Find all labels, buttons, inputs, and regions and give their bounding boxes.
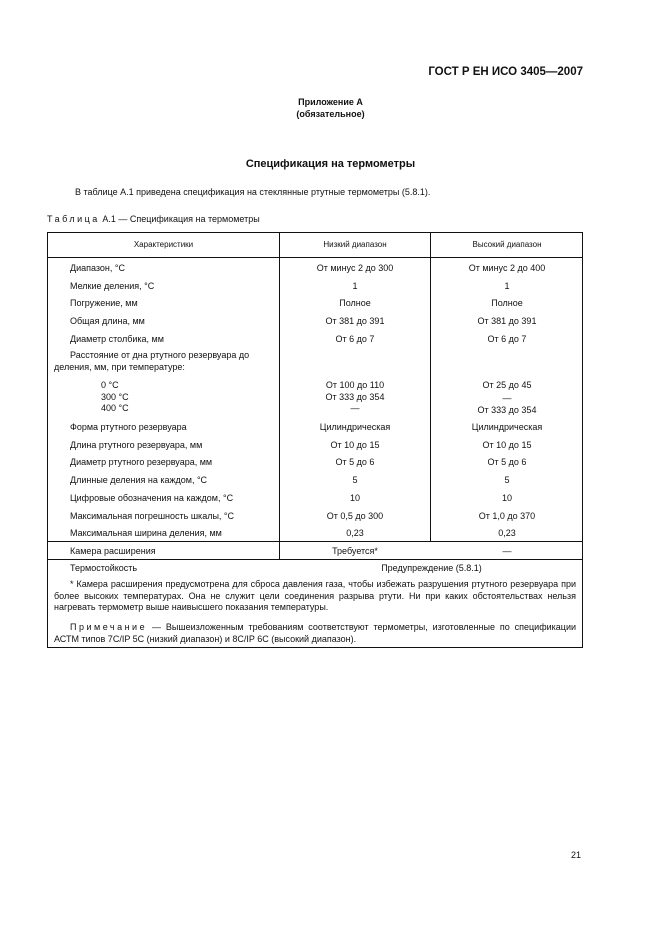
row-label: Погружение, мм	[70, 298, 138, 309]
cell-high: От 6 до 7	[487, 333, 527, 344]
cell-high: 0,23	[498, 528, 516, 539]
appendix-title: Приложение А	[298, 97, 363, 107]
cell-high: От 333 до 354	[477, 405, 537, 415]
cell-high: От 381 до 391	[477, 316, 537, 327]
row-label: Длина ртутного резервуара, мм	[70, 439, 203, 450]
note-prefix: Примечание	[70, 622, 148, 632]
caption-text: А.1 — Спецификация на термометры	[102, 214, 260, 224]
temperature-label: 400 °С	[101, 403, 129, 413]
cell-low: 5	[352, 475, 358, 486]
cell-low: —	[350, 403, 360, 413]
cell-high: 1	[504, 280, 510, 291]
appendix-heading: Приложение А (обязательное)	[0, 96, 661, 120]
column-header: Низкий диапазон	[323, 240, 387, 249]
caption-prefix: Таблица	[47, 214, 100, 224]
row-label: Расстояние от дна ртутного резервуара до	[70, 350, 250, 360]
cell-high: От 25 до 45	[482, 380, 532, 390]
row-label: Диапазон, °С	[70, 263, 126, 273]
cell-high: —	[502, 545, 512, 556]
footnote: * Камера расширения предусмотрена для сб…	[54, 579, 576, 612]
page-number: 21	[571, 850, 582, 860]
cell-low: 10	[349, 492, 360, 503]
col-divider	[279, 233, 280, 559]
row-label: Камера расширения	[70, 545, 156, 556]
temperature-label: 0 °С	[101, 380, 119, 390]
table-note: Примечание — Вышеизложенным требованиям …	[54, 622, 576, 645]
cell-low: От 333 до 354	[325, 391, 385, 402]
row-label: Максимальная погрешность шкалы, °С	[70, 510, 235, 521]
section-title: Спецификация на термометры	[245, 158, 416, 170]
spec-table: Характеристики Низкий диапазон Высокий д…	[47, 232, 583, 648]
cell-high: От 1,0 до 370	[478, 510, 536, 521]
col-divider	[430, 233, 431, 541]
row-label: Мелкие деления, °С	[70, 280, 155, 291]
row-label: Цифровые обозначения на каждом, °С	[70, 492, 234, 503]
intro-paragraph: В таблице А.1 приведена спецификация на …	[75, 187, 431, 197]
row-label: Форма ртутного резервуара	[70, 422, 187, 432]
note-text: — Вышеизложенным требованиям соответству…	[54, 622, 576, 644]
appendix-type: (обязательное)	[296, 109, 365, 119]
row-label: Максимальная ширина деления, мм	[70, 528, 222, 539]
row-label: Диаметр ртутного резервуара, мм	[70, 457, 213, 468]
row-divider	[48, 541, 582, 542]
cell-high: 5	[504, 475, 510, 486]
row-divider	[48, 559, 582, 560]
header-divider	[48, 257, 582, 258]
cell-low: От 381 до 391	[325, 316, 385, 327]
cell-low: От 6 до 7	[335, 333, 375, 344]
column-header: Характеристики	[133, 240, 194, 249]
cell-low: Требуется*	[332, 545, 378, 556]
row-label: Общая длина, мм	[70, 316, 145, 327]
standard-number: ГОСТ Р ЕН ИСО 3405—2007	[428, 66, 583, 78]
cell-low: От 100 до 110	[325, 380, 385, 390]
cell-low: Полное	[339, 298, 371, 309]
cell-low: От 0,5 до 300	[326, 510, 384, 521]
cell-low: От минус 2 до 300	[316, 263, 394, 273]
cell-low: Цилиндрическая	[319, 422, 391, 432]
column-header: Высокий диапазон	[472, 240, 542, 249]
cell-high: От 10 до 15	[482, 439, 532, 450]
row-label: Диаметр столбика, мм	[70, 333, 164, 344]
row-label: деления, мм, при температуре:	[54, 362, 185, 372]
cell-high: —	[502, 393, 512, 403]
cell-low: 1	[352, 280, 358, 291]
cell-low: От 5 до 6	[335, 457, 375, 468]
cell-high: От 5 до 6	[487, 457, 527, 468]
row-label: Длинные деления на каждом, °С	[70, 475, 208, 486]
cell-high: Полное	[491, 298, 523, 309]
cell-high: 10	[501, 492, 512, 503]
thermal-label: Термостойкость	[70, 563, 138, 573]
cell-high: От минус 2 до 400	[468, 263, 546, 273]
cell-low: 0,23	[346, 528, 364, 539]
thermal-value: Предупреждение (5.8.1)	[381, 563, 482, 573]
cell-high: Цилиндрическая	[471, 422, 543, 432]
temperature-label: 300 °С	[101, 391, 129, 402]
cell-low: От 10 до 15	[330, 439, 380, 450]
table-caption: Таблица А.1 — Спецификация на термометры	[47, 214, 260, 224]
